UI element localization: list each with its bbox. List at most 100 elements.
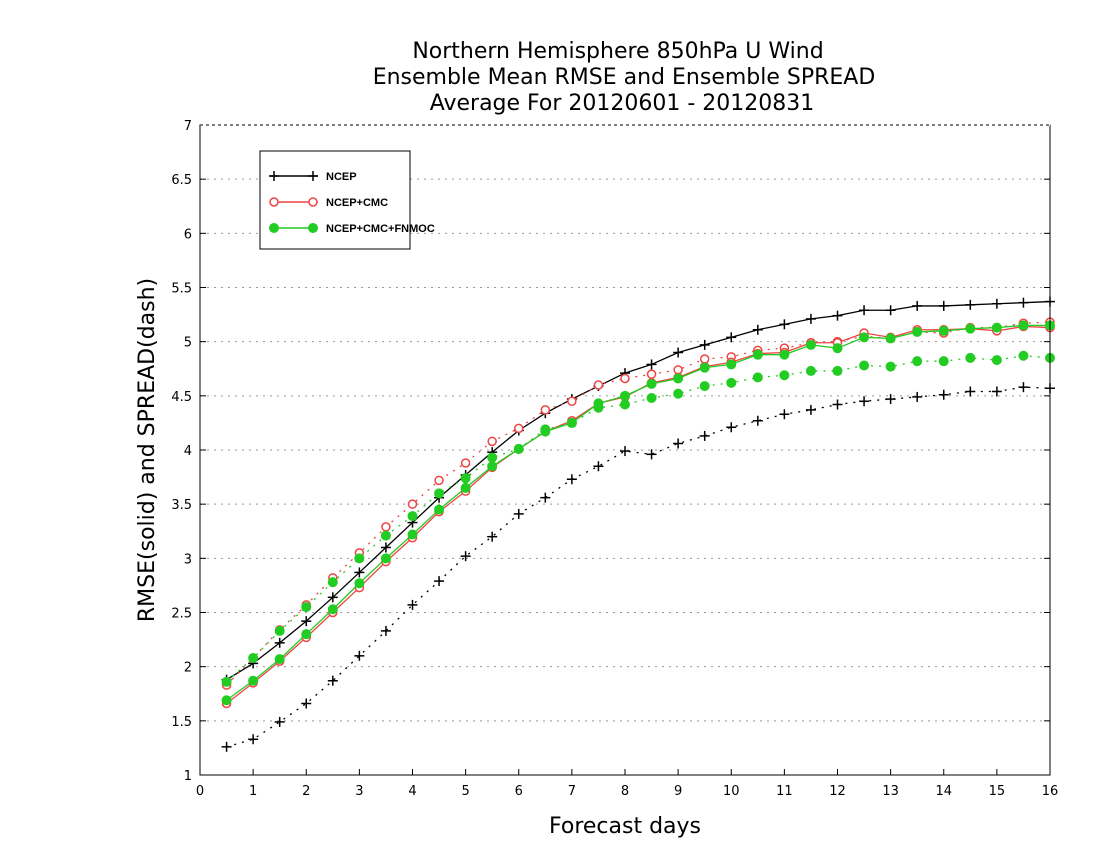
series-2-spread-point — [381, 522, 391, 532]
series-1-spread-line — [226, 386, 1051, 748]
series-3-spread-point — [779, 370, 790, 381]
x-tick-label: 12 — [829, 784, 846, 799]
x-tick-label: 2 — [302, 784, 310, 799]
series-3-rmse-point — [699, 362, 710, 373]
y-tick-label: 1 — [184, 769, 192, 784]
series-1-spread-point — [726, 422, 737, 433]
series-3-rmse-point — [726, 359, 737, 370]
series-3-rmse-point — [274, 654, 285, 665]
series-1-rmse-point — [726, 332, 737, 343]
series-1-spread-point — [593, 461, 604, 472]
series-3-rmse-point — [779, 349, 790, 360]
series-3 — [221, 320, 1055, 706]
series-1-rmse-point — [938, 300, 949, 311]
series-1-spread-point — [540, 492, 551, 503]
legend-marker — [269, 197, 279, 207]
series-3-spread-point — [487, 452, 498, 463]
series-1-spread-point — [965, 386, 976, 397]
series-3-spread-point — [699, 381, 710, 392]
series-2 — [221, 317, 1055, 709]
series-3-rmse-point — [566, 417, 577, 428]
x-tick-label: 4 — [408, 784, 416, 799]
series-1-rmse-point — [327, 592, 338, 603]
series-3-spread-point — [832, 365, 843, 376]
chart-title-line-3: Average For 20120601 - 20120831 — [430, 91, 815, 116]
series-3-rmse-point — [221, 695, 232, 706]
series-1 — [221, 296, 1055, 752]
series-3-spread-point — [859, 360, 870, 371]
series-1-spread-point — [248, 734, 259, 745]
series-1-spread-point — [646, 449, 657, 460]
x-tick-label: 10 — [723, 784, 740, 799]
series-3-rmse-line — [226, 324, 1050, 701]
series-3-spread-point — [912, 356, 923, 367]
series-1-rmse-point — [991, 298, 1002, 309]
legend-marker — [308, 197, 318, 207]
series-1-rmse-point — [1018, 297, 1029, 308]
series-3-rmse-point — [832, 343, 843, 354]
series-3-rmse-point — [434, 504, 445, 515]
y-tick-label: 5.5 — [171, 282, 192, 297]
series-1-rmse-point — [805, 313, 816, 324]
series-1-spread-point — [221, 741, 232, 752]
series-1-rmse-point — [779, 319, 790, 330]
y-tick-label: 6 — [184, 227, 192, 242]
series-3-spread-point — [248, 653, 259, 663]
series-3-rmse-point — [912, 326, 923, 337]
x-tick-label: 15 — [989, 784, 1006, 799]
x-tick-label: 7 — [568, 784, 576, 799]
series-1-rmse-point — [965, 299, 976, 310]
series-1-rmse-point — [912, 300, 923, 311]
y-tick-label: 7 — [184, 119, 192, 134]
series-3-spread-point — [460, 473, 471, 484]
series-1-spread-point — [912, 391, 923, 402]
series-1-spread-point — [699, 430, 710, 441]
x-tick-label: 14 — [935, 784, 952, 799]
legend-label: NCEP — [326, 171, 357, 183]
series-1-spread-point — [513, 508, 524, 519]
series-3-rmse-point — [646, 378, 657, 389]
series-1-spread-point — [354, 650, 365, 661]
chart-title: Northern Hemisphere 850hPa U Wind Ensemb… — [373, 39, 876, 116]
series-2-spread-line — [226, 321, 1051, 686]
series-1-spread-point — [274, 716, 285, 727]
series-1-spread-point — [301, 698, 312, 709]
series-3-rmse-point — [805, 339, 816, 350]
series-2-spread-point — [514, 423, 524, 434]
series-3-spread-point — [938, 356, 949, 367]
series-3-rmse-point — [1018, 320, 1029, 331]
series-1-rmse-point — [301, 616, 312, 627]
series-2-spread-point — [407, 499, 418, 509]
legend-label: NCEP+CMC+FNMOC — [326, 223, 435, 235]
series-3-rmse-point — [620, 390, 630, 401]
series-3-rmse-point — [593, 398, 604, 409]
series-3-spread-point — [327, 577, 338, 588]
series-2-spread-point — [699, 354, 710, 364]
series-2-spread-point — [487, 436, 497, 447]
series-3-rmse-point — [487, 461, 498, 472]
series-1-spread-point — [779, 409, 790, 420]
x-tick-label: 5 — [461, 784, 469, 799]
y-tick-label: 4 — [184, 444, 192, 459]
series-3-spread-point — [991, 355, 1002, 366]
series-3-rmse-point — [938, 325, 949, 336]
legend-marker — [308, 171, 318, 181]
series-1-spread-point — [938, 389, 949, 400]
legend-box — [259, 150, 411, 250]
y-tick-label: 1.5 — [171, 715, 192, 730]
series-1-spread-point — [407, 599, 418, 610]
y-tick-label: 2 — [184, 661, 192, 676]
series-1-rmse-line — [226, 300, 1051, 681]
series-3-spread-point — [274, 625, 285, 636]
series-1-spread-point — [487, 531, 498, 542]
series-2-spread-point — [567, 396, 577, 406]
series-1-rmse-point — [752, 324, 763, 335]
series-1-spread-point — [673, 438, 684, 449]
series-1-rmse-point — [673, 347, 684, 358]
series-3-spread-point — [620, 399, 630, 410]
series-2-spread-point — [620, 373, 630, 384]
series-1-spread-point — [460, 551, 471, 562]
series-3-rmse-point — [885, 333, 896, 344]
series-1-rmse-point — [885, 305, 896, 316]
